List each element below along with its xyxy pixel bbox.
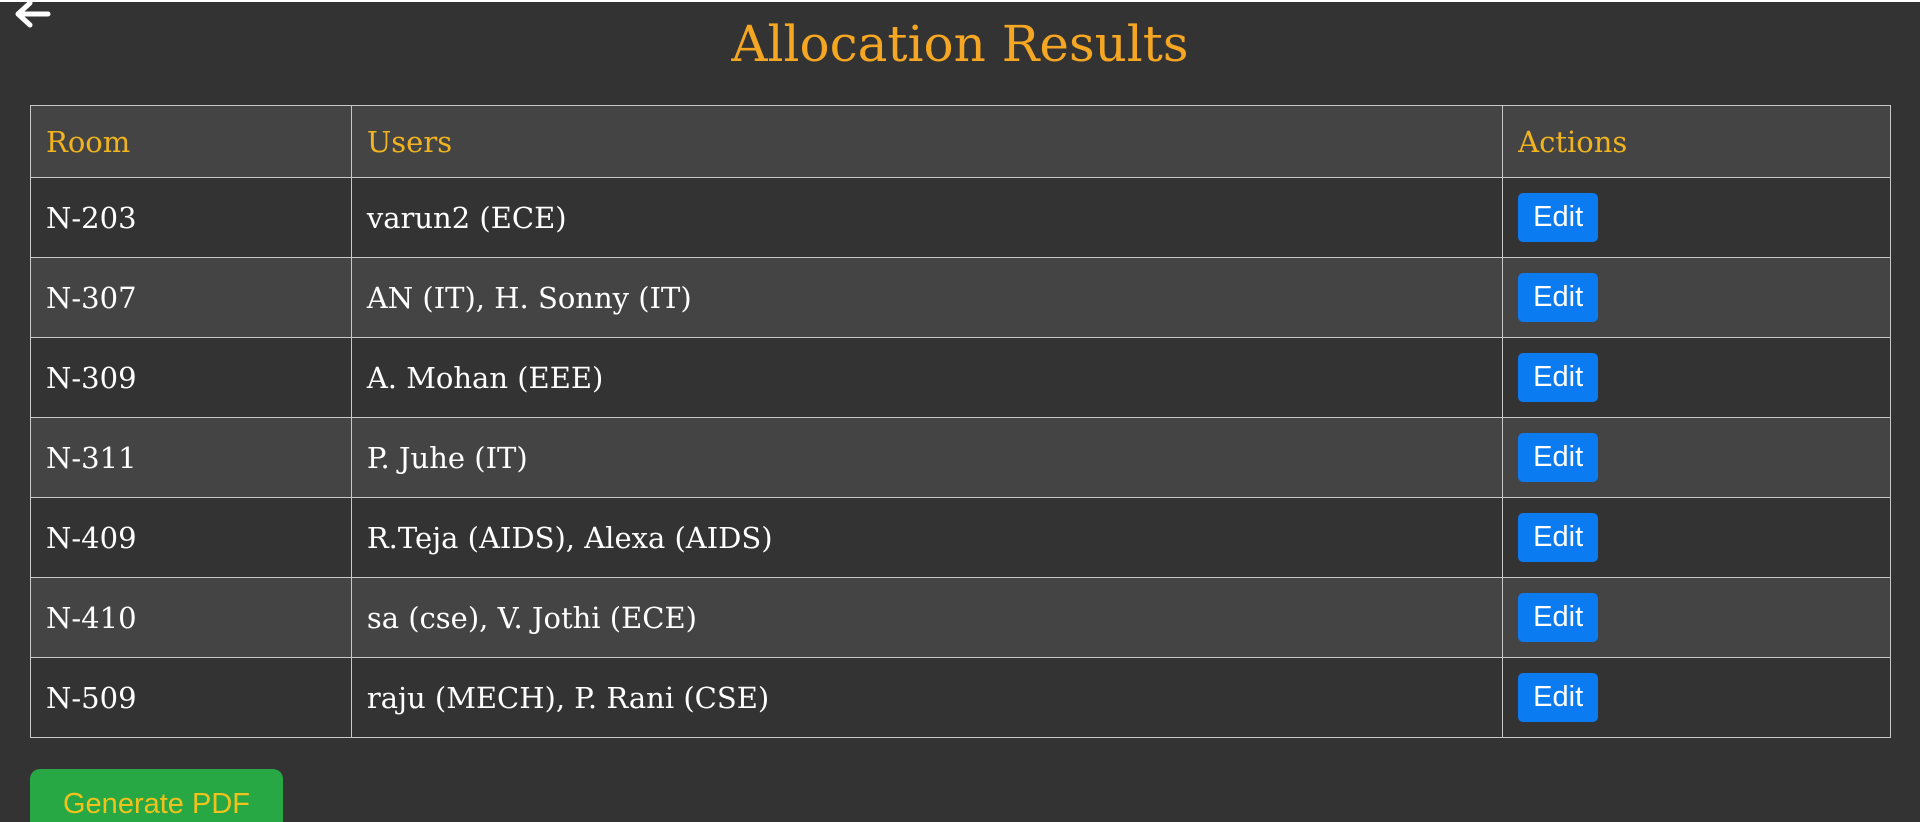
actions-cell: Edit [1502,497,1891,578]
table-header-row: Room Users Actions [30,105,1891,178]
edit-button[interactable]: Edit [1518,513,1599,562]
back-button[interactable] [12,0,52,30]
users-cell: sa (cse), V. Jothi (ECE) [350,577,1504,658]
edit-button[interactable]: Edit [1518,353,1599,402]
column-header-actions: Actions [1502,105,1891,178]
column-header-room: Room [30,105,352,178]
table-row: N-509 raju (MECH), P. Rani (CSE) Edit [30,657,1891,738]
actions-cell: Edit [1502,177,1891,258]
edit-button[interactable]: Edit [1518,433,1599,482]
room-cell: N-409 [30,497,352,578]
generate-pdf-button[interactable]: Generate PDF [30,769,283,822]
edit-button[interactable]: Edit [1518,193,1599,242]
arrow-left-icon [15,0,51,28]
users-cell: varun2 (ECE) [350,177,1504,258]
table-row: N-307 AN (IT), H. Sonny (IT) Edit [30,257,1891,338]
users-cell: A. Mohan (EEE) [350,337,1504,418]
actions-cell: Edit [1502,257,1891,338]
users-cell: P. Juhe (IT) [350,417,1504,498]
actions-cell: Edit [1502,657,1891,738]
edit-button[interactable]: Edit [1518,673,1599,722]
room-cell: N-509 [30,657,352,738]
actions-cell: Edit [1502,417,1891,498]
table-row: N-311 P. Juhe (IT) Edit [30,417,1891,498]
users-cell: R.Teja (AIDS), Alexa (AIDS) [350,497,1504,578]
edit-button[interactable]: Edit [1518,273,1599,322]
room-cell: N-311 [30,417,352,498]
room-cell: N-309 [30,337,352,418]
room-cell: N-203 [30,177,352,258]
users-cell: AN (IT), H. Sonny (IT) [350,257,1504,338]
room-cell: N-410 [30,577,352,658]
actions-cell: Edit [1502,577,1891,658]
page-title: Allocation Results [731,15,1189,73]
table-row: N-309 A. Mohan (EEE) Edit [30,337,1891,418]
edit-button[interactable]: Edit [1518,593,1599,642]
room-cell: N-307 [30,257,352,338]
users-cell: raju (MECH), P. Rani (CSE) [350,657,1504,738]
allocation-table: Room Users Actions N-203 varun2 (ECE) Ed… [30,105,1891,738]
table-row: N-203 varun2 (ECE) Edit [30,177,1891,258]
table-row: N-409 R.Teja (AIDS), Alexa (AIDS) Edit [30,497,1891,578]
actions-cell: Edit [1502,337,1891,418]
column-header-users: Users [350,105,1504,178]
table-row: N-410 sa (cse), V. Jothi (ECE) Edit [30,577,1891,658]
